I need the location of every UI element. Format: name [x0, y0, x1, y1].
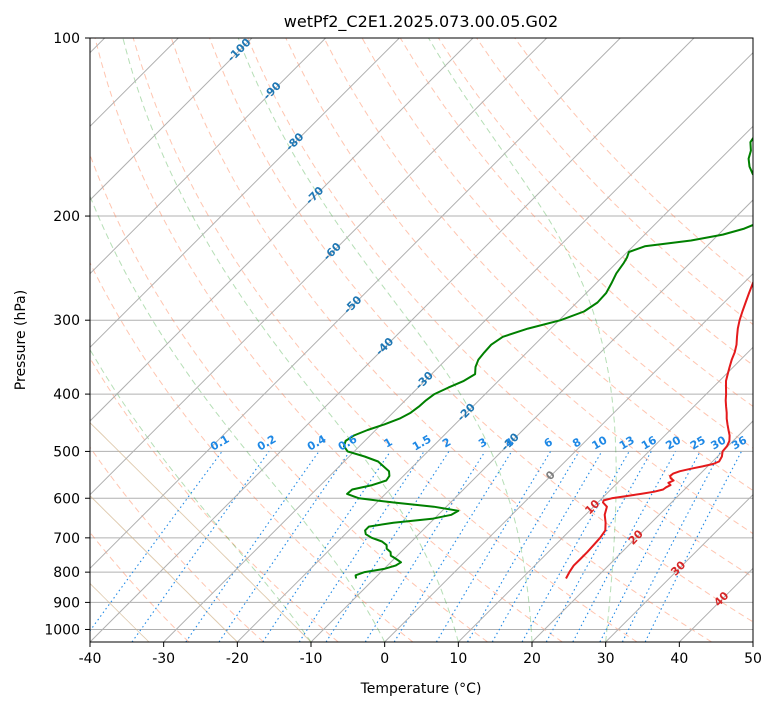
y-tick-label: 1000 [44, 622, 80, 638]
dry-adiabat [90, 261, 414, 642]
mixing-ratio-line [572, 451, 676, 642]
mixing-ratio-line [467, 451, 580, 642]
x-tick-label: 40 [670, 651, 688, 667]
y-tick-label: 800 [53, 565, 80, 581]
y-tick-label: 400 [53, 387, 80, 403]
dry-adiabat [209, 38, 753, 623]
dry-adiabat [514, 38, 753, 285]
y-tick-label: 700 [53, 531, 80, 547]
mixing-ratio-line [545, 451, 652, 642]
x-tick-label: -10 [300, 651, 323, 667]
isotherm-line [605, 493, 753, 642]
dry-adiabat [285, 38, 753, 535]
mixing-ratio-line [435, 451, 552, 642]
x-tick-label: -30 [152, 651, 175, 667]
isotherm-line [90, 38, 621, 570]
dry-adiabat [323, 38, 753, 492]
isotherm-line [531, 420, 753, 642]
dry-adiabat [476, 38, 753, 326]
x-tick-label: 10 [449, 651, 467, 667]
x-tick-label: -20 [226, 651, 249, 667]
isotherm-line [236, 125, 753, 642]
mixing-ratio-line [298, 451, 425, 642]
mixing-ratio-line [185, 451, 320, 642]
reference-curve [90, 495, 238, 642]
temperature-series [565, 280, 753, 579]
isotherm-line [90, 38, 548, 496]
x-tick-label: 30 [597, 651, 615, 667]
isotherm-line [384, 272, 753, 642]
x-tick-label: 50 [744, 651, 762, 667]
isotherm-line [310, 199, 753, 642]
isotherm-line [457, 346, 753, 642]
y-tick-label: 900 [53, 595, 80, 611]
y-tick-label: 500 [53, 444, 80, 460]
isotherm-line [90, 38, 474, 422]
mixing-ratio-line [262, 451, 391, 642]
x-tick-label: -40 [79, 651, 102, 667]
isotherm-line [163, 51, 753, 642]
x-tick-label: 20 [523, 651, 541, 667]
dry-adiabat [90, 446, 264, 642]
x-axis-label: Temperature (°C) [360, 681, 482, 697]
isotherm-line [90, 38, 695, 642]
y-tick-label: 100 [53, 31, 80, 47]
moist-adiabat [122, 38, 459, 642]
dry-adiabat [94, 38, 563, 642]
isotherm-line [90, 38, 253, 201]
chart-title: wetPf2_C2E1.2025.073.00.05.G02 [284, 12, 558, 32]
moist-adiabat [237, 38, 533, 642]
y-tick-label: 200 [53, 209, 80, 225]
moist-adiabat [428, 38, 617, 642]
mixing-ratio-line [364, 451, 486, 642]
plot-frame [89, 37, 754, 643]
y-tick-label: 600 [53, 491, 80, 507]
y-tick-label: 300 [53, 313, 80, 329]
reference-curve [90, 582, 150, 642]
x-tick-label: 0 [380, 651, 389, 667]
isotherm-line [90, 38, 400, 349]
isotherm-line [90, 38, 327, 275]
dry-adiabat [132, 38, 638, 642]
dry-adiabat [170, 38, 712, 642]
mixing-ratio-line [218, 451, 351, 642]
moist-adiabat [90, 194, 386, 642]
plot-area [90, 38, 753, 642]
y-axis-label: Pressure (hPa) [13, 290, 29, 390]
dry-adiabat [247, 38, 753, 578]
mixing-ratio-line [325, 451, 450, 642]
reference-curve [90, 422, 312, 642]
dewpoint-series [343, 136, 753, 579]
